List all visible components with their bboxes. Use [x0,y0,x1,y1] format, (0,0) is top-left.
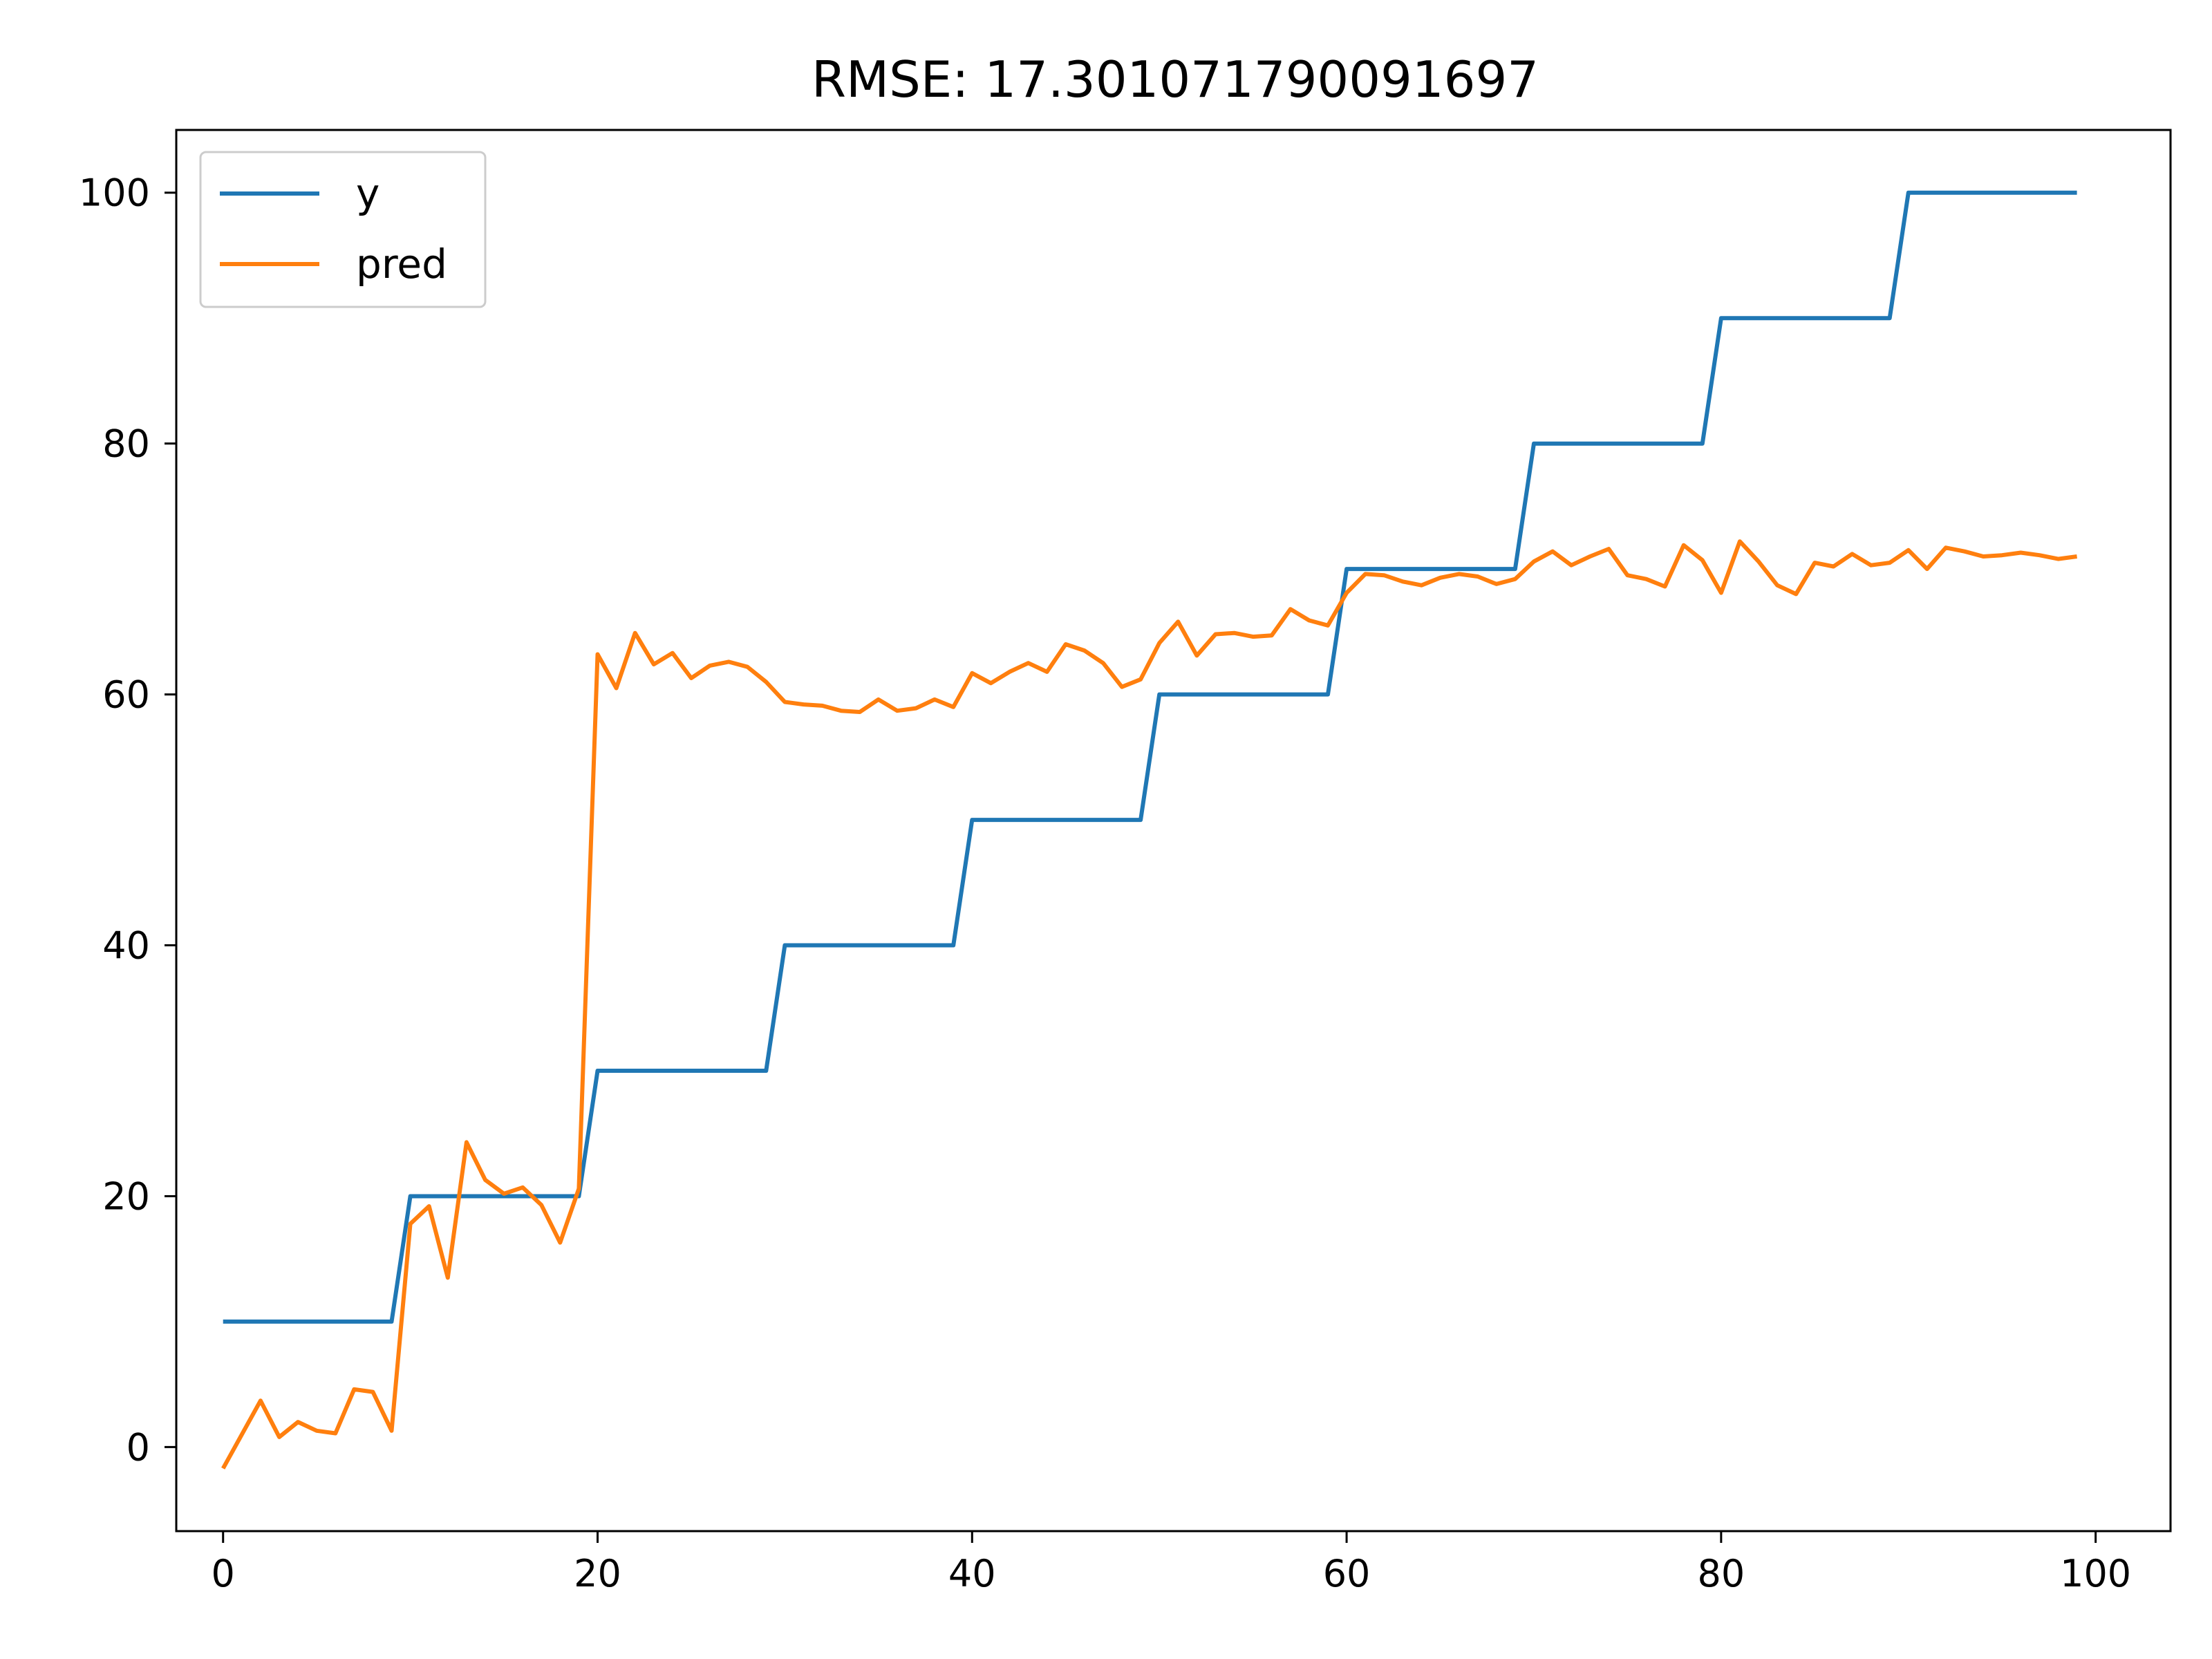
y-tick-label: 60 [102,673,150,717]
legend: y pred [199,151,487,308]
y-tick-label: 80 [102,422,150,466]
legend-label-y: y [356,170,379,217]
y-tick-label: 100 [79,171,150,215]
series-line-pred [221,539,2077,1470]
x-tick-label: 40 [948,1552,996,1595]
plot-area: 0 20 40 60 80 100 0 20 40 60 80 100 [79,129,2172,1595]
axes-frame [175,129,2172,1533]
x-tick-label: 60 [1323,1552,1371,1595]
x-tick-label: 80 [1697,1552,1745,1595]
x-tick-label: 0 [212,1552,235,1595]
x-tick-label: 20 [574,1552,621,1595]
legend-label-pred: pred [356,241,447,288]
y-tick-label: 40 [102,924,150,968]
y-tick-label: 0 [126,1425,150,1469]
legend-box [199,151,487,308]
y-tick-label: 20 [102,1174,150,1218]
chart-title: RMSE: 17.301071790091697 [812,50,1539,109]
x-tick-label: 100 [2060,1552,2131,1595]
